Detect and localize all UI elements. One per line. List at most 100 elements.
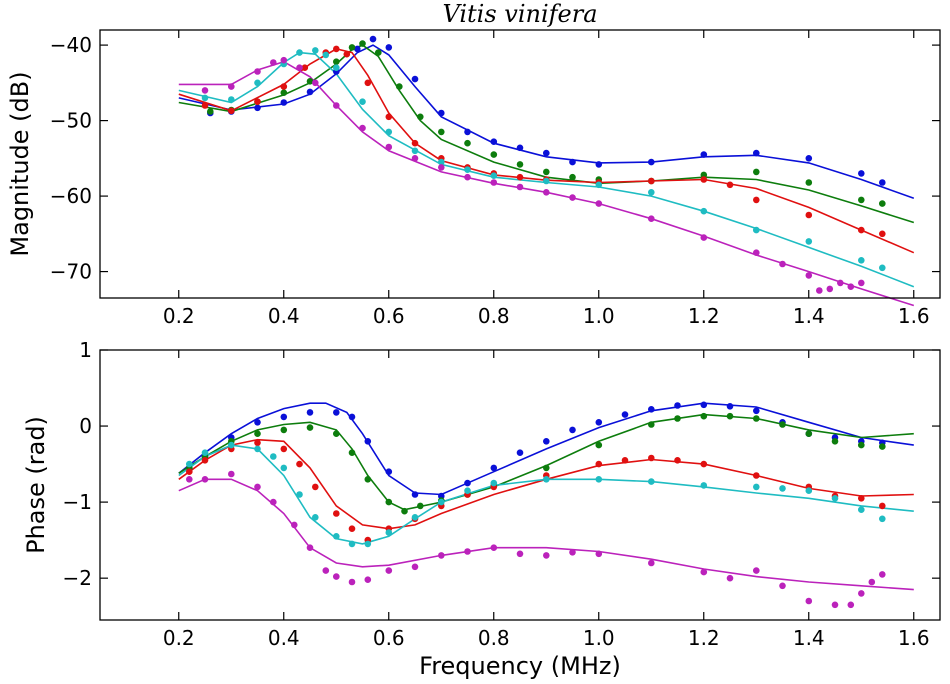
magnitude-point-cyan <box>438 158 445 166</box>
magnitude-point-blue <box>879 179 886 186</box>
phase-point-green <box>543 464 550 472</box>
magnitude-point-cyan <box>595 181 603 189</box>
magnitude-point-green <box>396 83 403 90</box>
phase-fit-line-cyan <box>178 444 914 545</box>
phase-point-cyan <box>438 498 445 506</box>
phase-point-green <box>805 430 813 438</box>
phase-point-magenta <box>543 552 550 559</box>
magnitude-point-cyan <box>312 47 319 54</box>
phase-x-ticks: 0.2 0.4 0.6 0.8 1.0 1.2 1.4 1.6 <box>163 350 930 650</box>
phase-x-tick-label: 1.6 <box>898 626 930 650</box>
phase-point-green <box>648 421 655 428</box>
magnitude-point-blue <box>569 158 576 166</box>
phase-point-blue <box>254 419 261 426</box>
phase-point-cyan <box>254 445 261 453</box>
magnitude-x-tick-label: 0.6 <box>373 304 405 328</box>
magnitude-y-tick-label: −50 <box>50 109 92 133</box>
magnitude-point-magenta <box>333 102 340 109</box>
phase-point-cyan <box>296 491 303 498</box>
phase-point-magenta <box>348 578 356 586</box>
magnitude-point-red <box>879 230 886 238</box>
phase-point-green <box>348 449 356 457</box>
phase-point-magenta <box>411 563 419 571</box>
magnitude-point-cyan <box>700 207 708 215</box>
phase-point-magenta <box>306 544 314 551</box>
magnitude-point-cyan <box>411 147 419 155</box>
magnitude-point-red <box>516 173 524 181</box>
phase-point-magenta <box>831 601 839 609</box>
phase-point-blue <box>411 491 419 498</box>
phase-point-green <box>726 412 734 420</box>
magnitude-point-red <box>753 196 760 204</box>
magnitude-point-blue <box>516 144 524 152</box>
phase-point-magenta <box>464 548 471 555</box>
magnitude-fit-lines <box>178 44 915 307</box>
x-axis-label: Frequency (MHz) <box>419 652 621 680</box>
phase-point-cyan <box>385 529 393 536</box>
magnitude-x-tick-label: 1.2 <box>688 304 720 328</box>
chart-title: Vitis vinifera <box>442 0 597 28</box>
phase-point-blue <box>621 411 629 418</box>
magnitude-point-cyan <box>490 172 498 179</box>
magnitude-point-magenta <box>858 279 865 287</box>
phase-point-green <box>674 415 681 422</box>
phase-point-red <box>296 460 303 468</box>
phase-point-cyan <box>753 483 760 491</box>
phase-point-green <box>280 426 288 434</box>
phase-point-red <box>201 457 209 464</box>
phase-point-blue <box>726 403 734 410</box>
phase-point-cyan <box>879 515 886 523</box>
magnitude-point-cyan <box>254 79 261 87</box>
phase-point-cyan <box>348 540 356 548</box>
phase-point-cyan <box>648 478 655 485</box>
phase-point-magenta <box>858 590 865 597</box>
phase-point-cyan <box>333 533 340 540</box>
magnitude-point-magenta <box>296 64 303 71</box>
magnitude-point-blue <box>411 75 419 83</box>
magnitude-point-green <box>207 108 214 115</box>
phase-point-magenta <box>333 573 340 580</box>
phase-point-green <box>858 441 865 449</box>
magnitude-point-magenta <box>254 68 261 75</box>
phase-point-magenta <box>753 567 760 574</box>
phase-point-red <box>254 439 261 447</box>
magnitude-point-cyan <box>753 226 760 234</box>
phase-point-green <box>254 430 261 438</box>
phase-point-blue <box>438 492 445 500</box>
phase-point-magenta <box>254 483 261 491</box>
magnitude-point-green <box>569 173 576 181</box>
magnitude-x-ticks: 0.2 0.4 0.6 0.8 1.0 1.2 1.4 1.6 <box>163 30 930 328</box>
phase-point-red <box>674 457 681 464</box>
phase-point-cyan <box>858 506 865 513</box>
magnitude-point-green <box>753 168 760 176</box>
magnitude-data-points <box>201 35 886 294</box>
phase-point-blue <box>543 438 550 445</box>
phase-panel: 0.2 0.4 0.6 0.8 1.0 1.2 1.4 1.6 1 0 −1 −2 Phase (r… <box>22 338 941 680</box>
magnitude-point-magenta <box>359 124 366 132</box>
magnitude-x-tick-label: 1.4 <box>793 304 825 328</box>
magnitude-point-blue <box>385 44 393 51</box>
phase-point-magenta <box>291 521 298 529</box>
magnitude-point-magenta <box>700 234 708 241</box>
magnitude-point-blue <box>805 155 813 162</box>
magnitude-point-cyan <box>805 238 813 245</box>
phase-point-magenta <box>201 476 209 483</box>
phase-point-cyan <box>411 514 419 521</box>
magnitude-x-tick-label: 1.0 <box>583 304 615 328</box>
magnitude-point-green <box>306 78 314 85</box>
magnitude-point-magenta <box>753 249 760 256</box>
magnitude-point-magenta <box>816 287 823 294</box>
magnitude-point-red <box>726 181 734 189</box>
phase-point-green <box>595 441 603 449</box>
phase-point-green <box>417 502 424 510</box>
phase-point-magenta <box>516 550 524 558</box>
magnitude-point-green <box>333 58 340 65</box>
magnitude-point-blue <box>354 45 361 53</box>
phase-point-magenta <box>270 498 277 506</box>
magnitude-point-magenta <box>516 183 524 191</box>
magnitude-point-blue <box>490 138 498 145</box>
magnitude-point-magenta <box>648 215 655 222</box>
phase-point-magenta <box>322 567 330 574</box>
phase-point-red <box>700 460 708 468</box>
phase-fit-line-magenta <box>178 478 914 591</box>
